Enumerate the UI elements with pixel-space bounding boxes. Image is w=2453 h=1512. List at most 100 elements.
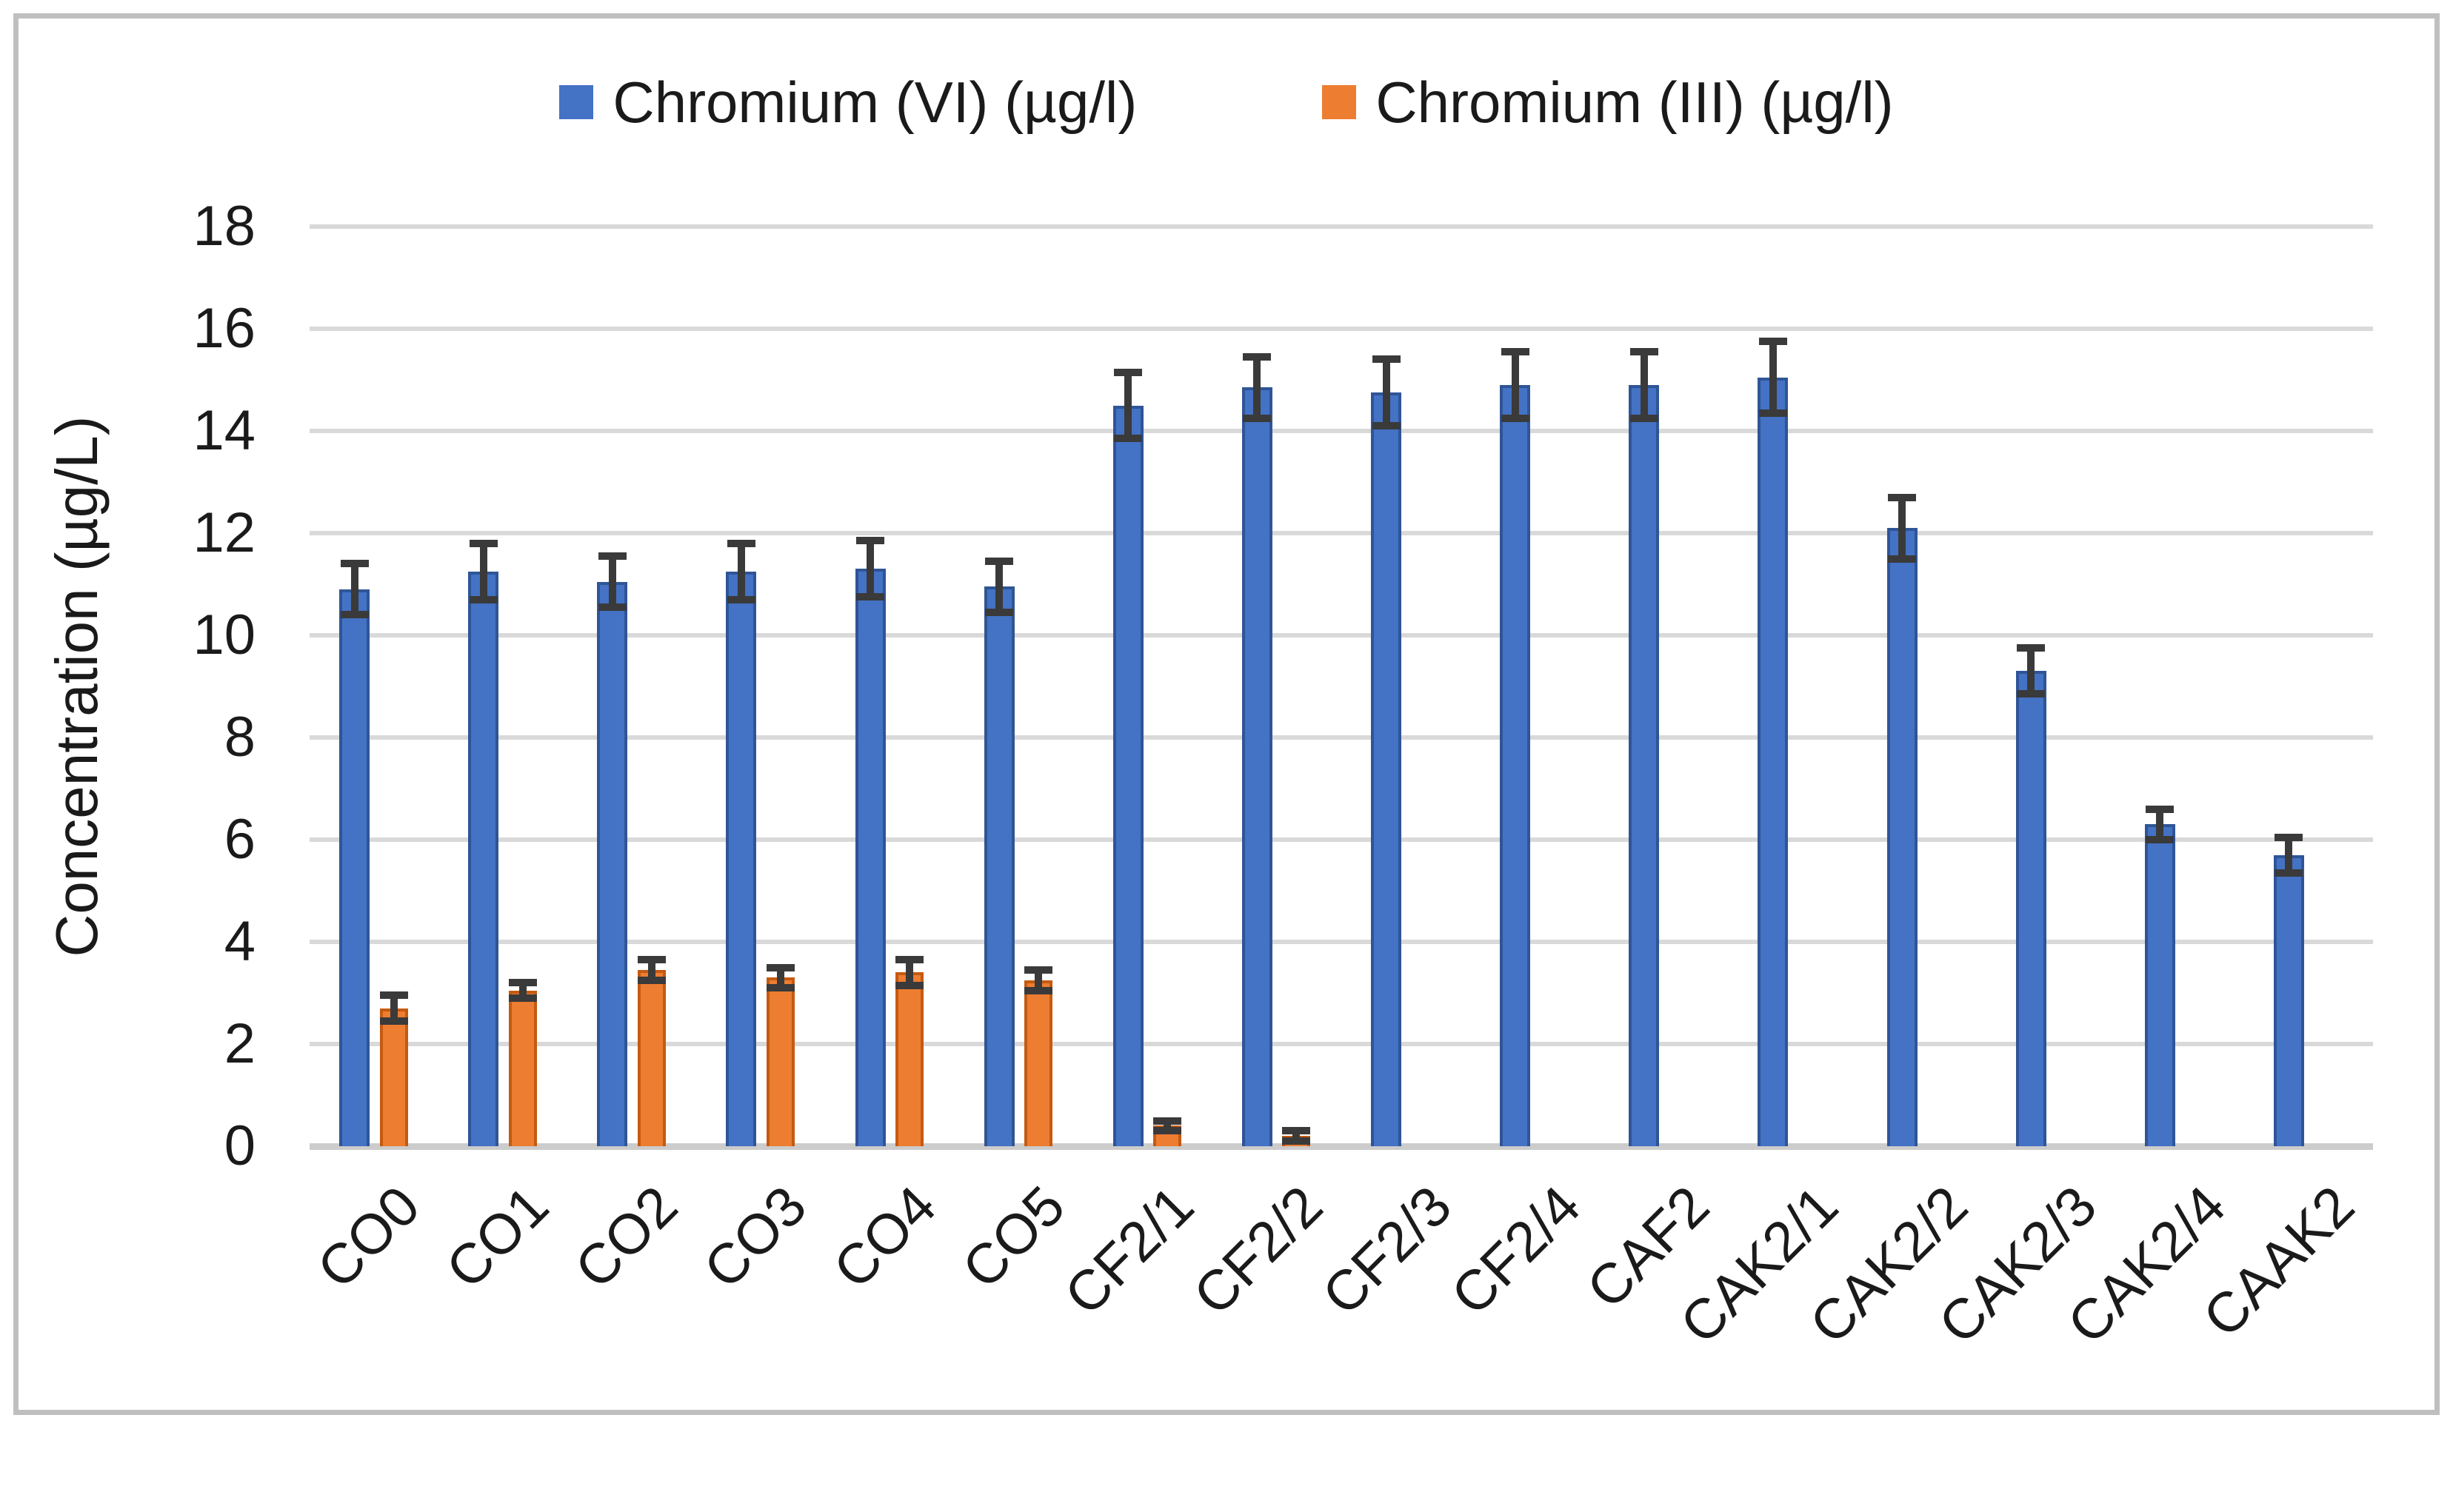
error-bar: [776, 967, 784, 989]
error-bar: [1164, 1120, 1172, 1131]
error-bar: [1769, 341, 1777, 413]
error-bar: [518, 983, 527, 998]
bar-chromium-vi: [2015, 671, 2046, 1146]
error-bar-cap: [379, 991, 408, 1000]
legend-swatch-chromium-iii: [1322, 85, 1357, 119]
error-bar-cap: [598, 552, 627, 561]
error-bar-cap: [1372, 355, 1401, 364]
error-bar: [1253, 356, 1261, 418]
x-axis-line: [310, 1143, 2373, 1150]
error-bar-cap: [1629, 348, 1658, 356]
gridline: [310, 531, 2373, 535]
gridline: [310, 633, 2373, 638]
error-bar: [390, 995, 398, 1021]
y-tick-label: 16: [193, 297, 256, 360]
y-tick-label: 14: [193, 399, 256, 462]
y-tick-label: 18: [193, 195, 256, 258]
gridline: [310, 837, 2373, 842]
y-tick-label: 10: [193, 603, 256, 666]
gridline: [310, 735, 2373, 740]
chart-figure: Chromium (VI) (µg/l) Chromium (III) (µg/…: [0, 13, 2453, 1415]
bar-chromium-vi: [1241, 387, 1272, 1146]
error-bar-cap: [1243, 352, 1272, 361]
error-bar-cap: [895, 981, 924, 989]
bar-chromium-vi: [1112, 405, 1144, 1146]
bar-chromium-iii: [766, 977, 795, 1146]
error-bar-cap: [1282, 1137, 1311, 1145]
error-bar-cap: [766, 984, 795, 992]
error-bar-cap: [856, 593, 885, 601]
error-bar-cap: [2146, 805, 2175, 813]
bar-chromium-vi: [1629, 384, 1660, 1146]
error-bar-cap: [1153, 1117, 1182, 1125]
gridline: [310, 224, 2373, 229]
error-bar-cap: [985, 557, 1014, 565]
error-bar-cap: [1372, 422, 1401, 430]
error-bar-cap: [1153, 1127, 1182, 1135]
bar-chromium-iii: [637, 969, 666, 1146]
error-bar-cap: [469, 539, 498, 547]
bar-chromium-vi: [2273, 854, 2304, 1146]
error-bar-cap: [856, 537, 885, 545]
error-bar-cap: [2146, 836, 2175, 843]
error-bar-cap: [895, 956, 924, 964]
error-bar: [1640, 352, 1648, 418]
error-bar-cap: [727, 595, 755, 603]
legend-item-chromium-vi: Chromium (VI) (µg/l): [559, 71, 1137, 133]
error-bar: [350, 563, 358, 615]
error-bar: [608, 556, 616, 608]
error-bar-cap: [1629, 414, 1658, 422]
error-bar-cap: [508, 979, 537, 987]
gridline: [310, 429, 2373, 433]
y-tick-label: 12: [193, 501, 256, 564]
error-bar-cap: [469, 595, 498, 603]
y-tick-label: 4: [224, 910, 256, 973]
error-bar-cap: [1888, 555, 1917, 563]
y-tick-label: 8: [224, 706, 256, 769]
bar-chromium-vi: [855, 569, 886, 1146]
legend-item-chromium-iii: Chromium (III) (µg/l): [1322, 70, 1894, 135]
bar-chromium-vi: [2144, 824, 2175, 1146]
error-bar-cap: [637, 956, 666, 964]
error-bar-cap: [340, 611, 369, 619]
error-bar: [1898, 497, 1906, 559]
bar-chromium-iii: [895, 972, 924, 1146]
error-bar: [1382, 359, 1390, 426]
error-bar: [479, 543, 487, 600]
error-bar-cap: [1758, 338, 1787, 346]
bar-chromium-iii: [379, 1008, 408, 1146]
error-bar-cap: [1243, 414, 1272, 422]
error-bar: [1292, 1131, 1301, 1142]
legend-label-chromium-iii: Chromium (III) (µg/l): [1375, 70, 1894, 135]
bar-chromium-vi: [984, 586, 1015, 1146]
error-bar-cap: [2017, 644, 2046, 652]
bar-chromium-vi: [1758, 377, 1789, 1146]
error-bar-cap: [1282, 1127, 1311, 1135]
plot-area: 0 2 4 6 8 10 12 14 16 18 CO0 CO1 CO2 CO3 CO4 CO5 CF2/1 CF…: [193, 195, 2373, 1356]
bar-chromium-vi: [597, 581, 628, 1146]
legend-label-chromium-vi: Chromium (VI) (µg/l): [613, 70, 1138, 135]
bar-chromium-iii: [1024, 980, 1053, 1146]
error-bar-cap: [766, 963, 795, 971]
error-bar: [2027, 648, 2035, 695]
error-bar: [1511, 352, 1519, 418]
error-bar: [2285, 837, 2293, 873]
gridline: [310, 940, 2373, 944]
error-bar-cap: [1114, 368, 1143, 376]
error-bar: [1035, 969, 1043, 991]
bar-chromium-vi: [1886, 528, 1918, 1146]
gridline: [310, 1042, 2373, 1046]
chart-legend: Chromium (VI) (µg/l) Chromium (III) (µg/…: [0, 71, 2453, 133]
error-bar-cap: [1501, 414, 1529, 422]
gridline: [310, 327, 2373, 331]
error-bar-cap: [727, 539, 755, 547]
error-bar: [1124, 372, 1132, 439]
error-bar: [647, 960, 655, 980]
error-bar: [2156, 809, 2164, 840]
error-bar-cap: [2275, 833, 2303, 841]
error-bar-cap: [2275, 869, 2303, 877]
error-bar-cap: [985, 608, 1014, 616]
bar-chromium-vi: [339, 589, 370, 1146]
legend-swatch-chromium-vi: [559, 85, 594, 119]
bar-chromium-vi: [1500, 384, 1531, 1146]
